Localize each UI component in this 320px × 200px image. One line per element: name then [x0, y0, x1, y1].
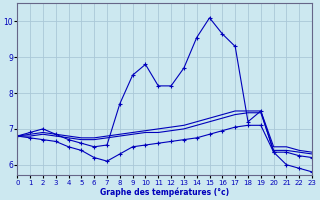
X-axis label: Graphe des températures (°c): Graphe des températures (°c) — [100, 187, 229, 197]
